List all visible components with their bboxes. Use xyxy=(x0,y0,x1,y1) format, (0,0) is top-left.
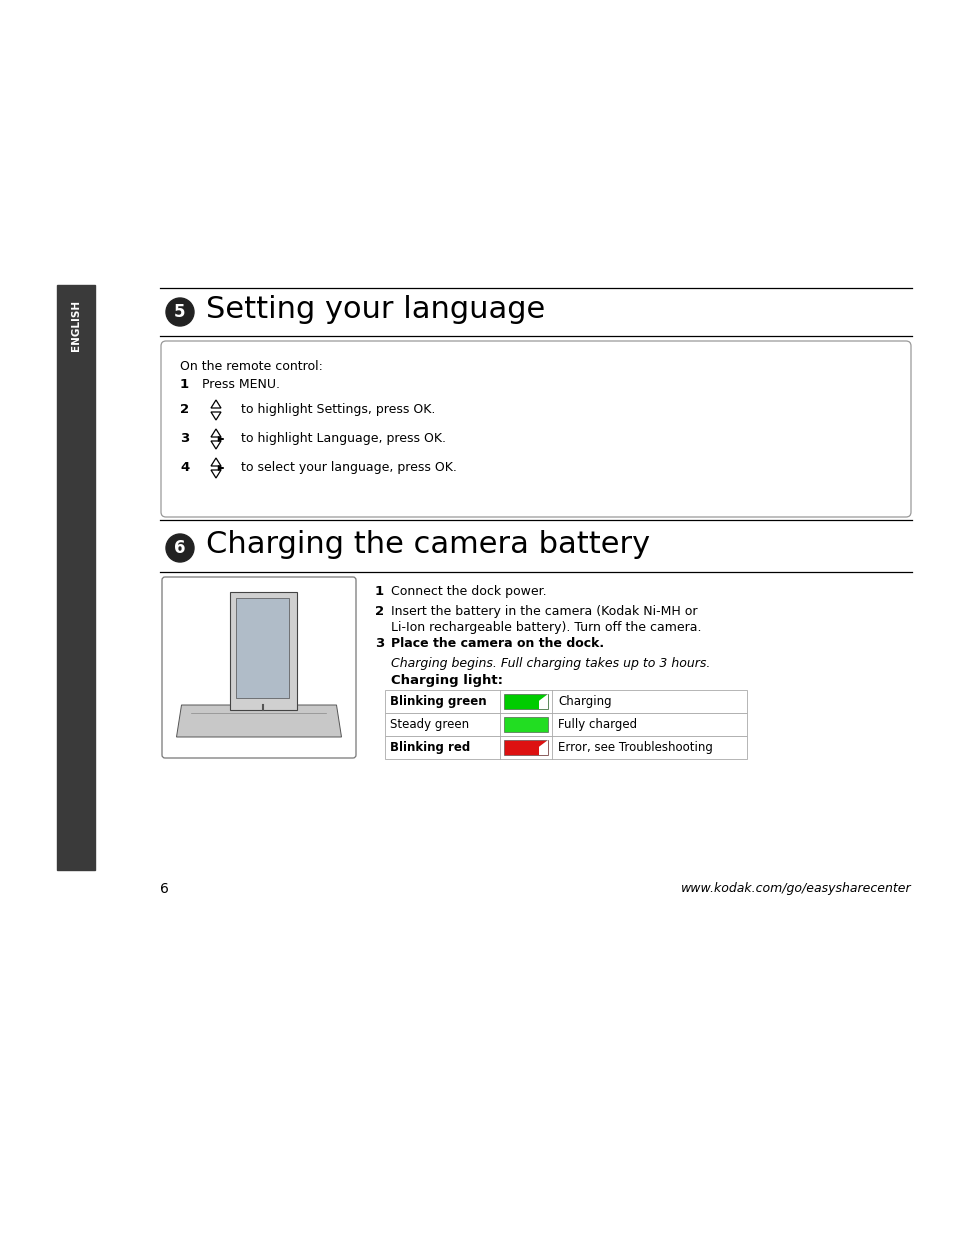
Text: 6: 6 xyxy=(174,538,186,557)
Bar xyxy=(236,598,289,698)
Text: 2: 2 xyxy=(375,605,384,618)
Text: Blinking green: Blinking green xyxy=(390,695,486,708)
Text: 5: 5 xyxy=(174,303,186,321)
Bar xyxy=(385,690,746,713)
Circle shape xyxy=(166,298,193,326)
Text: 1: 1 xyxy=(180,378,189,391)
Text: 4: 4 xyxy=(180,461,189,474)
Text: 6: 6 xyxy=(160,882,169,897)
Text: Setting your language: Setting your language xyxy=(206,295,545,324)
Text: to select your language, press OK.: to select your language, press OK. xyxy=(241,461,456,474)
Text: Connect the dock power.: Connect the dock power. xyxy=(391,585,546,598)
Text: to highlight Settings, press OK.: to highlight Settings, press OK. xyxy=(241,403,435,416)
Text: Fully charged: Fully charged xyxy=(558,718,637,731)
Text: Li-Ion rechargeable battery). Turn off the camera.: Li-Ion rechargeable battery). Turn off t… xyxy=(391,621,700,634)
FancyBboxPatch shape xyxy=(161,341,910,517)
Bar xyxy=(385,713,746,736)
Text: 3: 3 xyxy=(180,432,189,445)
Polygon shape xyxy=(538,740,547,755)
Text: Error, see Troubleshooting: Error, see Troubleshooting xyxy=(558,741,712,755)
Circle shape xyxy=(166,534,193,562)
FancyBboxPatch shape xyxy=(162,577,355,758)
Text: Charging light:: Charging light: xyxy=(391,674,502,687)
Text: Insert the battery in the camera (Kodak Ni-MH or: Insert the battery in the camera (Kodak … xyxy=(391,605,697,618)
Text: Charging begins. Full charging takes up to 3 hours.: Charging begins. Full charging takes up … xyxy=(391,657,710,671)
Bar xyxy=(503,694,547,709)
Text: 2: 2 xyxy=(180,403,189,416)
Polygon shape xyxy=(538,694,547,709)
Text: Charging: Charging xyxy=(558,695,611,708)
Polygon shape xyxy=(176,705,341,737)
Bar xyxy=(503,740,547,755)
Text: Charging the camera battery: Charging the camera battery xyxy=(206,530,649,559)
Text: 1: 1 xyxy=(375,585,384,598)
Text: Press MENU.: Press MENU. xyxy=(202,378,280,391)
Text: On the remote control:: On the remote control: xyxy=(180,359,322,373)
Text: 3: 3 xyxy=(375,637,384,650)
Bar xyxy=(503,718,547,732)
Text: www.kodak.com/go/easysharecenter: www.kodak.com/go/easysharecenter xyxy=(680,882,911,895)
Text: ENGLISH: ENGLISH xyxy=(71,299,81,351)
Text: Place the camera on the dock.: Place the camera on the dock. xyxy=(391,637,603,650)
Bar xyxy=(385,736,746,760)
Polygon shape xyxy=(230,592,296,710)
Text: to highlight Language, press OK.: to highlight Language, press OK. xyxy=(241,432,446,445)
Bar xyxy=(57,285,95,869)
Text: Blinking red: Blinking red xyxy=(390,741,470,755)
Text: Steady green: Steady green xyxy=(390,718,469,731)
